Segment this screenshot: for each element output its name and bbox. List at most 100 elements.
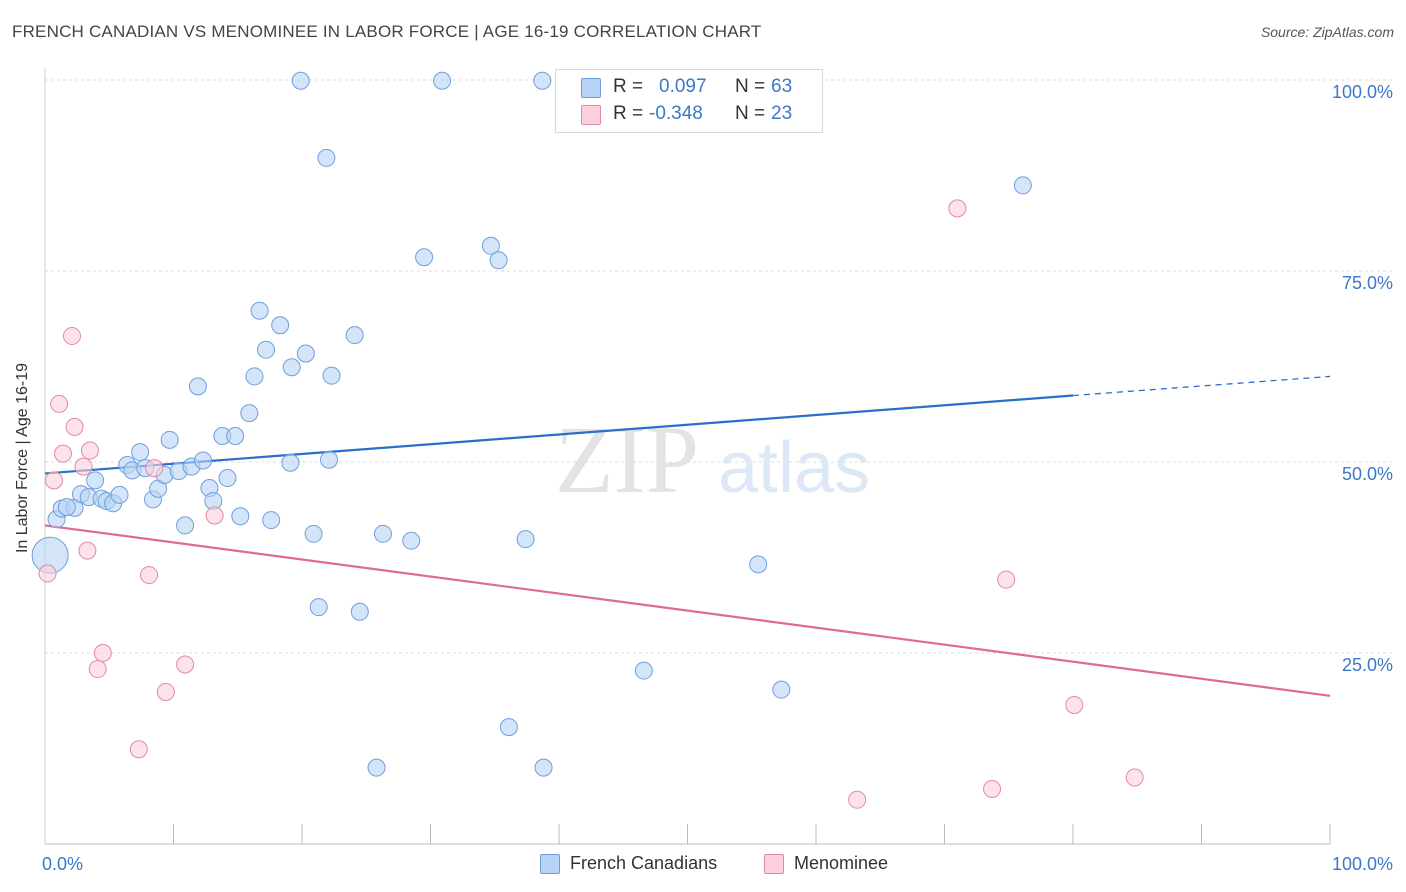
data-point <box>317 148 336 167</box>
data-point <box>62 326 81 345</box>
data-point <box>74 457 93 476</box>
data-point <box>634 661 653 680</box>
y-tick-label: 100.0% <box>1332 82 1393 102</box>
data-point <box>373 524 392 543</box>
data-point <box>345 326 364 345</box>
y-tick-label: 50.0% <box>1342 464 1393 484</box>
x-tick-label: 100.0% <box>1332 854 1393 874</box>
data-point <box>997 570 1016 589</box>
legend-r-value: 0.097 <box>659 76 707 97</box>
legend-n-value: 23 <box>771 103 793 124</box>
legend-label: Menominee <box>794 853 889 873</box>
data-point <box>534 758 553 777</box>
watermark-atlas: atlas <box>718 428 870 508</box>
trend-line <box>44 394 1074 475</box>
watermark-zip: ZIP <box>555 406 699 513</box>
chart-title: FRENCH CANADIAN VS MENOMINEE IN LABOR FO… <box>12 22 762 41</box>
data-point <box>205 506 224 525</box>
legend-label: French Canadians <box>570 853 718 873</box>
data-point <box>53 444 72 463</box>
data-point <box>88 660 107 679</box>
data-point <box>282 358 301 377</box>
trend-line-extension <box>1072 375 1331 397</box>
data-point <box>38 564 57 583</box>
data-point <box>848 790 867 809</box>
data-point <box>240 404 259 423</box>
y-axis-label: In Labor Force | Age 16-19 <box>14 362 31 554</box>
data-point <box>44 471 63 490</box>
data-point <box>50 394 69 413</box>
data-point <box>226 427 245 446</box>
data-point <box>433 71 452 90</box>
legend-r-label: R = <box>613 103 644 124</box>
data-point <box>772 680 791 699</box>
data-point <box>322 366 341 385</box>
data-point <box>533 71 552 90</box>
data-point <box>304 524 323 543</box>
legend-swatch-blue <box>581 78 601 98</box>
data-point <box>250 301 269 320</box>
data-point <box>156 682 175 701</box>
y-tick-label: 25.0% <box>1342 655 1393 675</box>
trend-line <box>44 524 1331 697</box>
source-note: Source: ZipAtlas.com <box>1260 24 1394 40</box>
data-point <box>188 377 207 396</box>
legend-swatch-pink <box>764 854 784 874</box>
data-point <box>281 453 300 472</box>
watermark: ZIP atlas <box>555 406 870 513</box>
legend-swatch-pink <box>581 105 601 125</box>
data-point <box>319 450 338 469</box>
legend-n-value: 63 <box>771 76 793 97</box>
legend-n-label: N = <box>735 103 766 124</box>
data-point <box>296 344 315 363</box>
data-point <box>481 236 500 255</box>
data-point <box>78 541 97 560</box>
data-point <box>262 511 281 530</box>
data-point <box>218 469 237 488</box>
trend-lines <box>44 375 1331 697</box>
data-point <box>309 598 328 617</box>
data-point <box>176 655 195 674</box>
data-point <box>350 602 369 621</box>
axes <box>44 68 1331 845</box>
x-tick-label: 0.0% <box>42 854 83 874</box>
tick-labels: 25.0% 50.0% 75.0% 100.0% 0.0% 100.0% <box>42 82 1393 874</box>
data-point <box>402 531 421 550</box>
stats-legend: R = 0.097 N = 63 R = -0.348 N = 23 <box>555 69 823 133</box>
data-point <box>93 644 112 662</box>
data-point <box>1125 768 1144 787</box>
data-point <box>516 530 535 549</box>
data-point <box>110 485 129 504</box>
data-point <box>145 459 164 478</box>
data-point <box>367 758 386 777</box>
legend-r-value: -0.348 <box>649 103 703 124</box>
data-point <box>140 566 159 585</box>
data-point <box>271 316 290 335</box>
y-tick-label: 75.0% <box>1342 273 1393 293</box>
data-point <box>57 498 76 517</box>
data-point <box>1065 695 1084 714</box>
legend-swatch-blue <box>540 854 560 874</box>
data-point <box>948 199 967 218</box>
data-point <box>983 779 1002 798</box>
data-point <box>65 417 84 436</box>
data-point <box>80 441 99 460</box>
data-point <box>1013 176 1032 195</box>
data-point <box>86 471 105 490</box>
legend-n-label: N = <box>735 76 766 97</box>
data-point <box>257 340 276 359</box>
data-point <box>749 555 768 574</box>
data-point <box>194 451 213 470</box>
data-point <box>129 740 148 759</box>
legend-r-label: R = <box>613 76 644 97</box>
data-point <box>489 251 508 270</box>
data-point <box>176 516 195 535</box>
data-points <box>31 71 1144 809</box>
data-point <box>291 71 310 90</box>
data-point <box>499 718 518 737</box>
grid-lines <box>45 79 1393 654</box>
data-point <box>160 430 179 449</box>
data-point <box>131 443 150 462</box>
data-point <box>245 367 264 386</box>
